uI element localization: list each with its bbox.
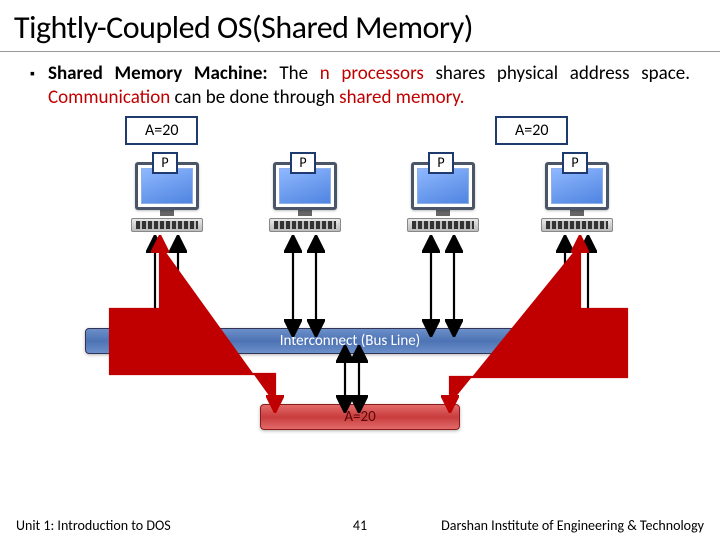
body-paragraph: ▪ Shared Memory Machine: The n processor… <box>0 52 720 114</box>
paragraph-text: Shared Memory Machine: The n processors … <box>48 62 690 110</box>
footer: Unit 1: Introduction to DOS 41 Darshan I… <box>0 517 720 534</box>
arrows-layer <box>0 114 720 454</box>
footer-left: Unit 1: Introduction to DOS <box>16 517 330 534</box>
processor-label: P <box>428 152 454 174</box>
bullet-icon: ▪ <box>30 62 48 110</box>
processor-label: P <box>562 152 588 174</box>
diagram-area: A=20 A=20 PPPP Interconnect (Bus Line) A… <box>0 114 720 454</box>
processor-label: P <box>152 152 178 174</box>
footer-page-number: 41 <box>330 517 390 534</box>
slide-title: Tightly-Coupled OS(Shared Memory) <box>0 0 720 52</box>
footer-right: Darshan Institute of Engineering & Techn… <box>390 517 704 534</box>
processor-label: P <box>290 152 316 174</box>
